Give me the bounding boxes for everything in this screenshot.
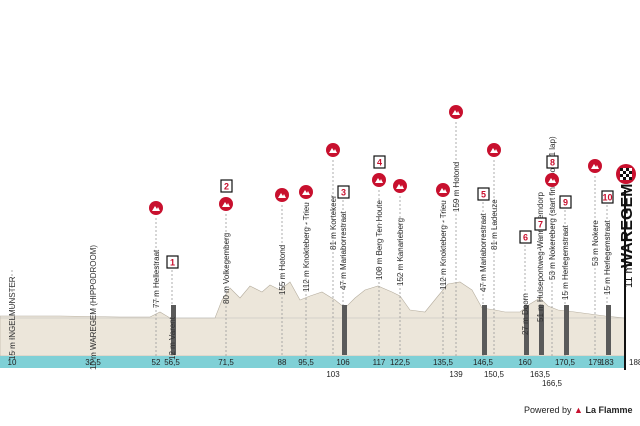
landmark-label-13: 159 m Hotond xyxy=(452,162,461,212)
number-badge-label-4: 4 xyxy=(377,158,382,168)
km-label-5: 71,5 xyxy=(218,358,234,367)
landmark-label-20: 53 m Nokere xyxy=(591,220,600,266)
landmark-label-5: 80 m Volkegemberg xyxy=(222,233,231,304)
footer-credit: Powered by ▲ La Flamme xyxy=(524,405,633,415)
number-badge-label-7: 7 xyxy=(538,220,543,230)
landmark-label-6: 155 m Hotond xyxy=(278,245,287,295)
landmark-label-8: 81 m Kortekeer xyxy=(329,195,338,250)
mountain-icon xyxy=(548,178,556,183)
km-label-3: 52 xyxy=(152,358,161,367)
mountain-icon xyxy=(396,184,404,189)
cobbled-sector-7 xyxy=(539,305,544,355)
km-label-15: 150,5 xyxy=(484,370,505,379)
number-badge-label-10: 10 xyxy=(602,193,612,203)
powered-label: Powered by xyxy=(524,405,572,415)
mountain-icon xyxy=(329,148,337,153)
km-label-18: 166,5 xyxy=(542,379,563,388)
landmark-label-18: 53 m Nokereberg (start final loop - 1 la… xyxy=(548,136,557,280)
brand-label: La Flamme xyxy=(585,405,633,415)
number-badge-label-9: 9 xyxy=(563,198,568,208)
mountain-icon xyxy=(152,206,160,211)
mountain-icon xyxy=(222,202,230,207)
km-label-2: 32,5 xyxy=(85,358,101,367)
number-badge-6 xyxy=(519,230,532,244)
landmark-label-12: 112 m Knokteberg - Trieu xyxy=(439,200,448,290)
number-badge-1 xyxy=(166,255,179,269)
cobbled-sector-10 xyxy=(606,305,611,355)
landmark-label-7: 112 m Knokteberg - Trieu xyxy=(302,202,311,292)
landmark-label-4: 12 m Varent xyxy=(168,316,177,360)
cobbled-sector-5 xyxy=(482,305,487,355)
km-label-14: 146,5 xyxy=(473,358,494,367)
number-badge-label-1: 1 xyxy=(170,258,175,268)
mountain-icon xyxy=(278,193,286,198)
km-label-10: 117 xyxy=(373,358,386,367)
number-badge-label-6: 6 xyxy=(523,233,528,243)
mountain-icon xyxy=(490,148,498,153)
mountain-icon xyxy=(375,178,383,183)
number-badge-label-8: 8 xyxy=(550,158,555,168)
finish-km: 188 xyxy=(629,358,640,367)
number-badge-label-3: 3 xyxy=(341,188,346,198)
number-badge-5 xyxy=(477,187,490,201)
km-label-9: 106 xyxy=(336,358,350,367)
finish-flag-icon xyxy=(616,164,636,184)
km-label-21: 183 xyxy=(600,358,614,367)
mountain-icon xyxy=(591,164,599,169)
landmark-label-3: 77 m Hellestraat xyxy=(152,249,161,308)
cobbled-sector-1 xyxy=(171,305,176,355)
distance-band xyxy=(0,356,625,368)
mountain-icon xyxy=(452,110,460,115)
landmark-label-11: 152 m Kanarieberg xyxy=(396,218,405,286)
number-badge-9 xyxy=(559,195,572,209)
finish-altitude: 11 m xyxy=(623,264,635,288)
cobbled-sector-6 xyxy=(524,305,529,355)
landmark-label-2: 10 m WAREGEM (HIPPODROOM) xyxy=(89,245,98,370)
landmark-label-9: 47 m Mariaborrestraat xyxy=(339,211,348,290)
cobbled-sector-3 xyxy=(342,305,347,355)
km-label-8: 103 xyxy=(326,370,340,379)
km-label-6: 88 xyxy=(278,358,287,367)
number-badge-3 xyxy=(337,185,350,199)
number-badge-8 xyxy=(546,155,559,169)
km-label-20: 179 xyxy=(588,358,602,367)
km-label-16: 160 xyxy=(518,358,532,367)
landmark-label-16: 27 m Doorn xyxy=(521,293,530,335)
km-label-19: 170,5 xyxy=(555,358,576,367)
landmark-label-10: 108 m Berg Ten Houte xyxy=(375,200,384,280)
number-badge-2 xyxy=(220,179,233,193)
mountain-icon xyxy=(439,188,447,193)
km-label-4: 56,5 xyxy=(164,358,180,367)
finish-name: WAREGEM xyxy=(619,184,636,268)
km-label-7: 95,5 xyxy=(298,358,314,367)
mountain-icon xyxy=(302,190,310,195)
km-label-12: 135,5 xyxy=(433,358,454,367)
landmark-label-19: 15 m Herlegemstraat xyxy=(561,225,570,300)
landmark-label-14: 47 m Mariaborrestraat xyxy=(479,213,488,292)
flame-icon: ▲ xyxy=(574,405,583,415)
number-badge-label-5: 5 xyxy=(481,190,486,200)
number-badge-7 xyxy=(534,217,547,231)
km-label-11: 122,5 xyxy=(390,358,411,367)
number-badge-10 xyxy=(601,190,614,204)
landmark-label-15: 81 m Ladeuze xyxy=(490,199,499,250)
number-badge-label-2: 2 xyxy=(224,182,229,192)
km-label-1: 10 xyxy=(8,358,17,367)
landmark-label-1: 15 m INGELMUNSTER xyxy=(8,276,17,360)
km-label-17: 163,5 xyxy=(530,370,551,379)
landmark-label-21: 15 m Herlegemstraat xyxy=(603,220,612,295)
number-badge-4 xyxy=(373,155,386,169)
km-label-13: 139 xyxy=(449,370,463,379)
landmark-label-17: 51 m Hulsepontweg-Wannegemdorp xyxy=(536,191,545,322)
cobbled-sector-9 xyxy=(564,305,569,355)
